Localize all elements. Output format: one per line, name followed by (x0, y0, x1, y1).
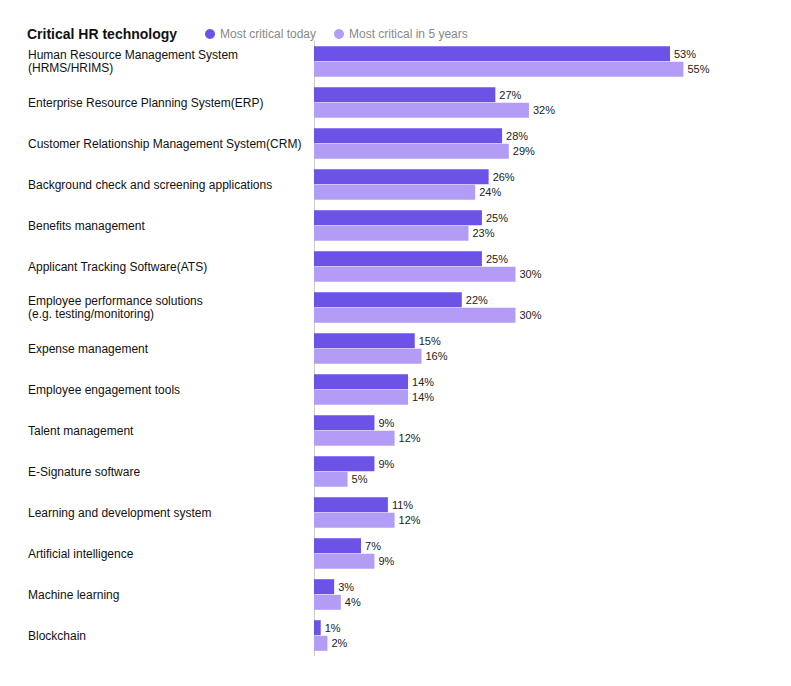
svg-text:9%: 9% (378, 555, 394, 567)
svg-text:Background check and screening: Background check and screening applicati… (28, 178, 272, 192)
svg-text:11%: 11% (392, 499, 413, 511)
svg-text:Blockchain: Blockchain (28, 629, 86, 643)
svg-text:2%: 2% (331, 637, 347, 649)
svg-text:24%: 24% (479, 186, 501, 198)
svg-text:25%: 25% (486, 253, 508, 265)
svg-text:14%: 14% (412, 391, 434, 403)
svg-text:(e.g. testing/monitoring): (e.g. testing/monitoring) (28, 307, 154, 321)
svg-text:9%: 9% (378, 458, 394, 470)
svg-text:E-Signature software: E-Signature software (28, 465, 140, 479)
svg-text:27%: 27% (499, 89, 521, 101)
svg-text:53%: 53% (674, 48, 696, 60)
svg-text:55%: 55% (687, 63, 709, 75)
svg-text:30%: 30% (520, 268, 542, 280)
svg-text:26%: 26% (493, 171, 515, 183)
svg-text:28%: 28% (506, 130, 528, 142)
svg-text:Artificial intelligence: Artificial intelligence (28, 547, 134, 561)
svg-text:15%: 15% (419, 335, 441, 347)
svg-text:Benefits management: Benefits management (28, 219, 145, 233)
svg-text:32%: 32% (533, 104, 555, 116)
svg-text:14%: 14% (412, 376, 434, 388)
svg-text:Critical HR technology: Critical HR technology (27, 26, 177, 42)
svg-text:Customer Relationship Manageme: Customer Relationship Management System(… (28, 137, 301, 151)
svg-text:16%: 16% (425, 350, 447, 362)
svg-text:23%: 23% (472, 227, 494, 239)
svg-text:Most critical today: Most critical today (220, 27, 316, 41)
svg-text:4%: 4% (345, 596, 361, 608)
svg-text:5%: 5% (352, 473, 368, 485)
svg-text:Enterprise Resource Planning S: Enterprise Resource Planning System(ERP) (28, 96, 263, 110)
svg-text:Employee performance solutions: Employee performance solutions (28, 294, 203, 308)
svg-text:Employee engagement tools: Employee engagement tools (28, 383, 180, 397)
svg-text:1%: 1% (325, 622, 341, 634)
svg-text:12%: 12% (399, 514, 421, 526)
svg-text:25%: 25% (486, 212, 508, 224)
svg-text:30%: 30% (520, 309, 542, 321)
svg-text:Most critical in 5 years: Most critical in 5 years (349, 27, 468, 41)
svg-text:Applicant Tracking Software(AT: Applicant Tracking Software(ATS) (28, 260, 207, 274)
svg-text:Talent management: Talent management (28, 424, 134, 438)
svg-text:Expense management: Expense management (28, 342, 149, 356)
svg-text:22%: 22% (466, 294, 488, 306)
svg-text:3%: 3% (338, 581, 354, 593)
svg-text:Learning and development syste: Learning and development system (28, 506, 211, 520)
svg-text:29%: 29% (513, 145, 535, 157)
svg-text:(HRMS/HRIMS): (HRMS/HRIMS) (28, 61, 113, 75)
svg-text:9%: 9% (378, 417, 394, 429)
svg-text:Human Resource Management Syst: Human Resource Management System (28, 48, 238, 62)
svg-text:Machine learning: Machine learning (28, 588, 119, 602)
svg-text:7%: 7% (365, 540, 381, 552)
svg-text:12%: 12% (399, 432, 421, 444)
